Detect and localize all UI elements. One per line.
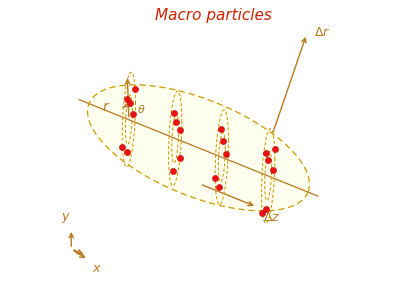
Text: $\Delta r$: $\Delta r$ xyxy=(314,26,331,39)
Text: $r$: $r$ xyxy=(102,100,110,115)
Text: $\Delta z$: $\Delta z$ xyxy=(263,212,280,225)
Text: $y$: $y$ xyxy=(61,211,71,225)
Text: $\theta$: $\theta$ xyxy=(137,103,146,115)
Polygon shape xyxy=(88,85,309,211)
Text: $x$: $x$ xyxy=(92,262,102,275)
Text: Macro particles: Macro particles xyxy=(155,8,272,23)
